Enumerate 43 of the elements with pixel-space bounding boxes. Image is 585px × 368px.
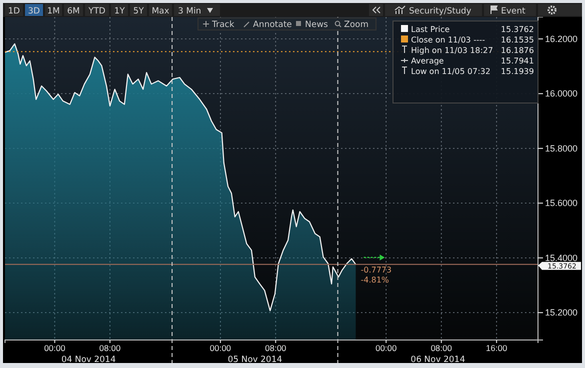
y-tick-label: 15.4000 (545, 252, 578, 263)
text: Security/Study (409, 6, 472, 16)
y-tick-label: 16.0000 (545, 88, 578, 99)
y-tick-label: 15.6000 (545, 198, 578, 208)
annotation: 16.1535 (500, 36, 534, 44)
text: 5Y (133, 6, 145, 16)
legend-label: Last Price (411, 25, 450, 34)
x-tick-label: 08:00 (99, 343, 121, 354)
x-tick-label: 00:00 (375, 343, 398, 354)
text: 3 Min (178, 6, 202, 16)
text: 05 Nov 2014 (228, 355, 282, 365)
text: Event (501, 6, 526, 16)
annotation: 16.1876 (500, 46, 534, 55)
annotation: 15.3762 (500, 25, 534, 34)
legend-label: Close on 11/03 ---- (411, 36, 486, 44)
annotation: News (305, 20, 329, 30)
annotation: 15.1939 (500, 67, 534, 76)
annotation: 15.7941 (500, 56, 534, 66)
annotation: Average (411, 56, 444, 66)
text: 06 Nov 2014 (410, 355, 466, 365)
x-tick-label: 00:00 (210, 343, 232, 354)
y-tick-label: 15.2000 (545, 308, 578, 318)
x-tick-label: 08:00 (265, 343, 287, 354)
text: Max (152, 6, 170, 16)
text: 1M (47, 6, 60, 16)
annotation: Annotate (253, 20, 292, 30)
annotation: High on 11/03 18:27 (411, 46, 494, 55)
text: 6M (67, 6, 80, 16)
annotation: -4.81% (360, 275, 390, 284)
annotation: Low on 11/05 07:32 (411, 67, 490, 76)
x-tick-label: 00:00 (44, 343, 66, 354)
x-tick-label: 08:00 (430, 343, 452, 354)
annotation: Track (211, 20, 234, 30)
x-tick-label: 16:00 (486, 343, 508, 354)
text: YTD (88, 6, 106, 16)
text: 1Y (114, 6, 126, 16)
text: 1D (8, 6, 20, 16)
text: 04 Nov 2014 (61, 355, 116, 365)
y-tick-label: 15.8000 (545, 143, 578, 154)
annotation: Zoom (344, 20, 369, 30)
y-tick-label: 16.2000 (545, 34, 578, 44)
text: 3D (28, 6, 40, 16)
annotation: -0.7773 (360, 265, 392, 274)
